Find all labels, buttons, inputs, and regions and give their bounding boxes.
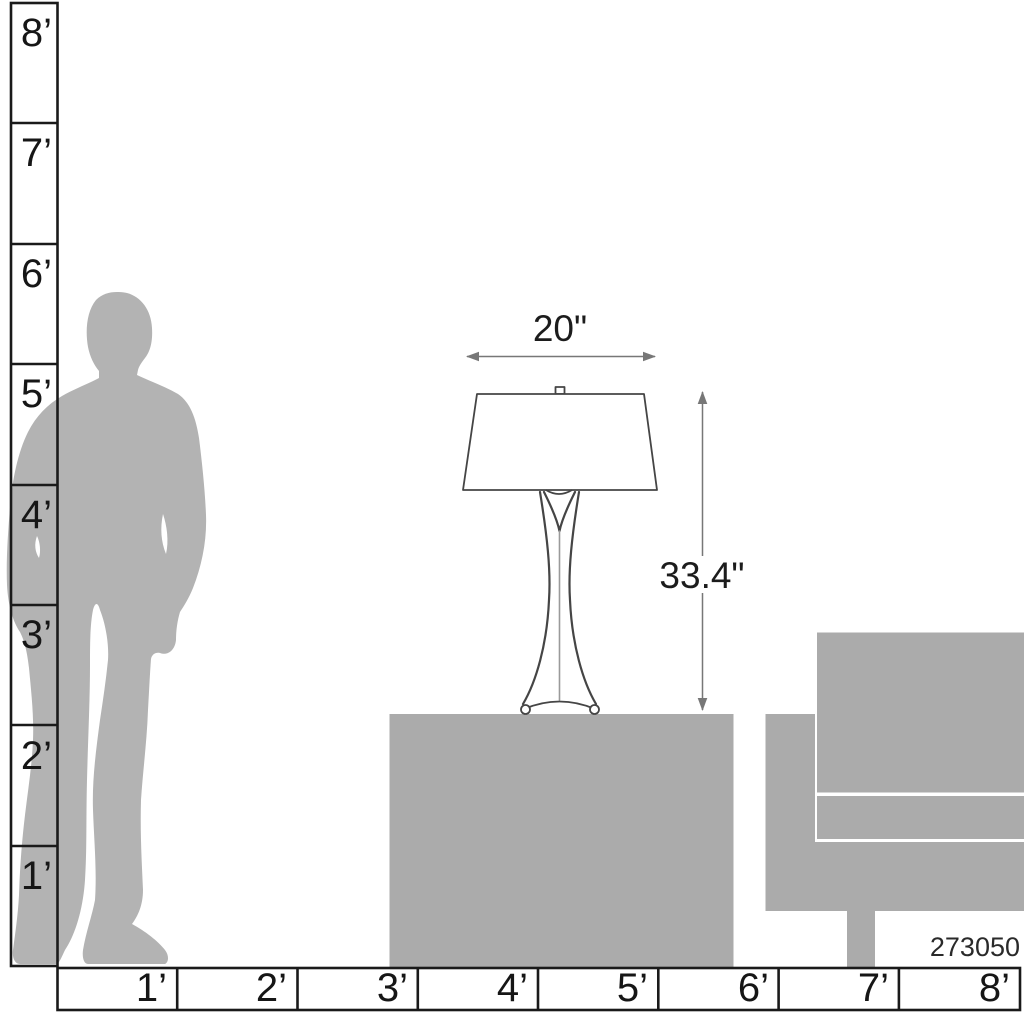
horizontal-ruler-label-1ft: 1’ <box>136 966 167 1010</box>
horizontal-ruler-label-7ft: 7’ <box>858 966 889 1010</box>
horizontal-ruler-label-3ft: 3’ <box>377 966 408 1010</box>
product-id: 273050 <box>930 932 1020 962</box>
side-table <box>389 714 734 968</box>
lamp-base-inner-v-right <box>558 490 577 533</box>
width-dimension-label: 20" <box>533 308 587 349</box>
lamp-base-bottom-arc <box>523 700 596 710</box>
height-arrowhead-bottom-icon <box>697 698 708 711</box>
width-arrowhead-left-icon <box>466 351 479 362</box>
height-dimension-label: 33.4" <box>659 555 744 596</box>
sofa <box>765 632 1024 968</box>
lamp-neck-ball <box>545 489 573 495</box>
width-arrowhead-right-icon <box>643 351 656 362</box>
horizontal-ruler-label-4ft: 4’ <box>497 966 528 1010</box>
vertical-ruler: 8’ 7’ 6’ 5’ 4’ 3’ 2’ 1’ <box>9 1 59 968</box>
person-right-hand-slit <box>161 514 168 554</box>
lamp-foot-left <box>520 704 531 715</box>
height-dimension: 33.4" <box>659 391 745 711</box>
height-label-backdrop <box>660 556 745 593</box>
person-left-hand-slit <box>35 536 41 558</box>
lamp-base-inner-v-left <box>542 490 561 533</box>
sofa-seat-front <box>765 842 1024 911</box>
lamp-base-outer-right <box>568 490 598 706</box>
vertical-ruler-label-5ft: 5’ <box>21 372 52 416</box>
lamp-finial <box>554 386 566 395</box>
horizontal-ruler-label-8ft: 8’ <box>979 966 1010 1010</box>
lamp-foot-right <box>589 704 600 715</box>
vertical-ruler-label-4ft: 4’ <box>21 493 52 537</box>
sofa-leg <box>847 911 875 968</box>
vertical-ruler-label-1ft: 1’ <box>21 854 52 898</box>
horizontal-ruler: 1’ 2’ 3’ 4’ 5’ 6’ 7’ 8’ <box>56 966 1022 1012</box>
vertical-ruler-label-3ft: 3’ <box>21 613 52 657</box>
sofa-lower-back-cushion <box>817 796 1024 839</box>
table-lamp-drawing <box>462 386 658 715</box>
lamp-base-outer-left <box>521 490 551 706</box>
horizontal-ruler-label-2ft: 2’ <box>256 966 287 1010</box>
height-arrowhead-top-icon <box>697 391 708 404</box>
lamp-shade <box>462 393 658 491</box>
sofa-back-cushion <box>817 632 1024 793</box>
vertical-ruler-label-7ft: 7’ <box>21 131 52 175</box>
sofa-armrest <box>765 714 815 842</box>
horizontal-ruler-label-5ft: 5’ <box>617 966 648 1010</box>
horizontal-ruler-label-6ft: 6’ <box>738 966 769 1010</box>
vertical-ruler-label-8ft: 8’ <box>21 11 52 55</box>
vertical-ruler-label-6ft: 6’ <box>21 252 52 296</box>
width-dimension: 20" <box>466 308 656 362</box>
vertical-ruler-label-2ft: 2’ <box>21 734 52 778</box>
